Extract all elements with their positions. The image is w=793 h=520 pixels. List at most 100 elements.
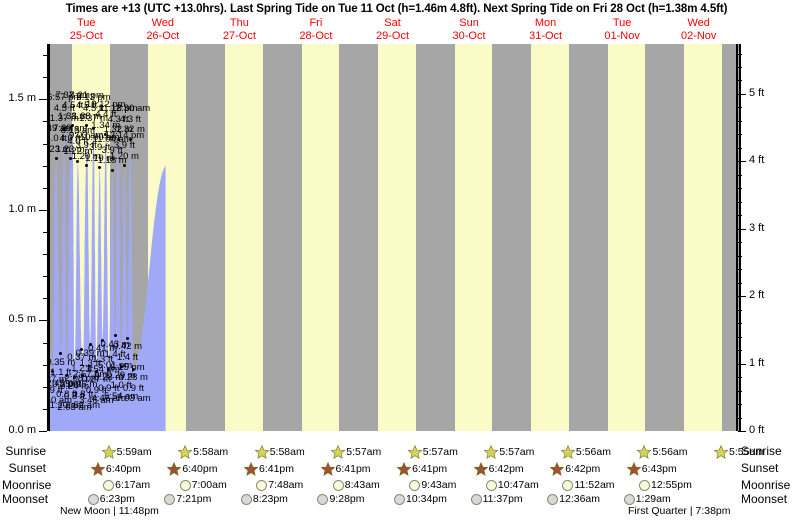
tide-height-ft: 4.0 ft [67, 135, 89, 147]
tide-time: 12:45 pm [50, 377, 81, 389]
sunrise-time: 5:55am [729, 446, 765, 458]
row-label-left-sunrise: Sunrise [5, 444, 46, 458]
day-label-5: Sun 30-Oct [431, 17, 508, 42]
tide-time: 2:57 pm [73, 368, 108, 380]
left-axis-tick-label: 1.5 m [8, 92, 36, 105]
tide-height-ft: 0.8 ft [56, 389, 78, 401]
tide-plot-area: 0.27 m0.9 ft12:40 am 6:49 am4.0 ft1.23 m 0… [48, 44, 741, 431]
sunrise-entry: 5:57am [407, 444, 458, 459]
sunset-star-icon [473, 461, 489, 476]
sunrise-time: 5:58am [193, 446, 229, 458]
left-axis-minor-tick [43, 77, 47, 78]
tide-time: 5:01 pm [97, 359, 133, 371]
tide-extreme-label-low: 0.35 m1.1 ft12:45 pm [50, 357, 101, 390]
tide-extreme-marker [76, 159, 80, 163]
moonset-time: 11:37pm [482, 493, 523, 505]
sunset-star-icon [626, 461, 642, 476]
tide-time: 6:49 am [50, 122, 74, 134]
tide-height-m: 0.25 m [52, 378, 82, 390]
sunrise-star-icon [254, 444, 270, 459]
tide-height-m: 0.27 m [81, 374, 111, 386]
moonrise-entry: 10:47am [485, 479, 539, 491]
moonset-time: 9:28pm [329, 493, 365, 505]
moonrise-disc-icon [256, 479, 268, 491]
night-band [262, 44, 302, 431]
sunset-star-icon [320, 461, 335, 476]
tide-extreme-marker [85, 124, 89, 128]
row-label-right-sunrise: Sunrise [741, 444, 782, 458]
tide-height-m: 1.38 m [72, 110, 102, 122]
right-axis-minor-tick [738, 94, 746, 95]
tide-time: 10:12 pm [85, 98, 126, 110]
tide-extreme-label-low: 0.27 m0.9 ft12:40 am [50, 375, 92, 407]
tide-extreme-marker [84, 164, 88, 168]
right-axis-tick-label: 5 ft [749, 86, 765, 99]
tide-time: 12:30 am [110, 103, 151, 115]
moon-phase-time: 11:48pm [118, 505, 159, 517]
moonrise-disc-icon [562, 479, 574, 491]
sunset-time: 6:41pm [412, 463, 448, 475]
left-axis-minor-tick [39, 210, 47, 211]
day-label-1: Wed 26-Oct [125, 17, 202, 42]
right-axis-minor-tick [738, 323, 742, 324]
tide-height-ft: 3.9 ft [101, 144, 123, 156]
moonrise-disc-icon [639, 479, 650, 491]
left-axis-minor-tick [43, 144, 47, 145]
tide-time: 11:04 am [92, 134, 132, 146]
left-axis-minor-tick [43, 55, 47, 56]
tide-height-ft: 4.0 ft [50, 133, 67, 145]
moonrise-entry: 7:48am [256, 479, 303, 491]
tide-height-ft: 4.3 ft [119, 113, 141, 125]
moonrise-time: 9:43am [421, 479, 457, 491]
tide-height-m: 0.28 m [94, 372, 124, 384]
moonrise-time: 8:43am [344, 479, 380, 491]
tide-extreme-label-low: 0.25 m 0.8 ft 2:52 am [50, 379, 123, 412]
tide-extreme-label-low: 0.27 m 0.9 ft 3:46 am [56, 375, 136, 407]
day-label-6: Mon 31-Oct [507, 17, 584, 42]
right-axis-minor-tick [738, 67, 742, 68]
tide-time: 7:29 am [53, 122, 88, 134]
tide-time: 1:20 am [49, 399, 84, 411]
tide-extreme-label-low: 0.42 m 1.4 ft 6:15 pm [87, 342, 167, 374]
day-date: 25-Oct [69, 29, 103, 42]
tide-extreme-marker [119, 365, 123, 369]
tide-extreme-label-high: 12:30 am 4.3 ft 1.32 m [90, 104, 170, 136]
moonrise-disc-icon [332, 479, 344, 491]
tide-height-ft: 4.0 ft [59, 133, 81, 145]
tide-extreme-label-high: 7:37 pm 4.5 ft 1.38 m [50, 90, 113, 123]
sunrise-entry: 5:56am [560, 444, 611, 459]
sunrise-star-icon [483, 444, 499, 459]
tide-height-ft: 4.5 ft [76, 100, 98, 112]
tide-extreme-marker [80, 347, 84, 351]
tide-height-m: 1.23 m [49, 143, 71, 155]
tide-extreme-marker [104, 133, 108, 137]
sunrise-entry: 5:57am [483, 444, 535, 459]
tide-extreme-marker [131, 367, 135, 371]
right-axis-tick-label: 2 ft [749, 289, 765, 302]
tide-time: 8:13 am [60, 125, 96, 137]
left-axis-minor-tick [43, 409, 47, 410]
sunrise-star-icon [637, 444, 652, 459]
day-date: 31-Oct [529, 29, 563, 42]
moonset-time: 10:34pm [406, 493, 447, 505]
tide-extreme-label-low: 0.28 m 0.9 ft 7:03 am [93, 373, 173, 405]
sunset-time: 6:40pm [182, 463, 218, 475]
day-of-week: Wed [151, 17, 175, 29]
tide-height-m: 1.20 m [109, 150, 139, 162]
tide-time: 2:03 am [57, 401, 92, 413]
moonrise-time: 11:52am [574, 479, 615, 491]
left-axis-tick-label: 0.5 m [8, 313, 36, 326]
sunrise-time: 5:57am [499, 446, 535, 458]
tide-height-ft: 4.4 ft [95, 109, 117, 121]
tide-height-m: 1.37 m [79, 113, 109, 125]
tide-height-ft: 0.8 ft [72, 389, 94, 401]
tide-height-m: 0.29 m [106, 369, 136, 381]
tide-extreme-label-low: 0.28 m 0.9 ft 4:46 am [69, 373, 149, 405]
day-date: 02-Nov [680, 29, 717, 42]
tide-height-ft: 1.0 ft [110, 380, 132, 392]
moonset-entry: 10:34pm [394, 493, 447, 505]
right-axis-minor-tick [738, 256, 742, 257]
left-axis-minor-tick [39, 320, 47, 321]
day-label-2: Thu 27-Oct [201, 17, 278, 42]
tide-extreme-marker [98, 166, 102, 170]
